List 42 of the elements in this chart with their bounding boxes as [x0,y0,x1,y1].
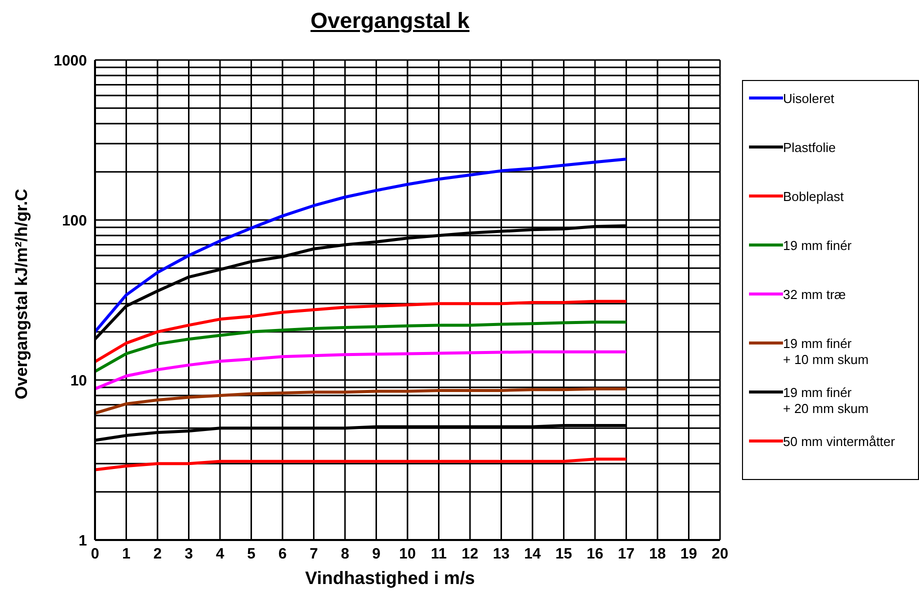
line-series [95,387,628,415]
x-tick-label: 7 [310,546,318,563]
legend-label: 19 mm finér [783,238,852,254]
x-tick-label: 3 [184,546,193,563]
x-tick-label: 1 [122,546,130,563]
y-axis-title: Overgangstal kJ/m²/h/gr.C [12,188,32,400]
line-series [95,350,628,390]
legend-label: 19 mm finér + 10 mm skum [783,336,869,368]
x-tick-label: 12 [462,546,478,563]
line-series [95,320,628,374]
y-tick-label: 10 [70,372,87,390]
legend-label: 32 mm træ [783,287,846,303]
x-tick-label: 19 [680,546,698,563]
y-tick-label: 100 [62,212,87,230]
legend-label: 50 mm vintermåtter [783,434,895,450]
x-tick-label: 5 [247,546,256,563]
x-tick-label: 10 [399,546,416,563]
x-tick-label: 14 [524,546,542,563]
line-series [95,300,628,364]
line-series [95,158,628,334]
x-axis-title: Vindhastighed i m/s [304,568,476,589]
x-tick-label: 16 [586,546,604,563]
y-tick-label: 1 [78,532,87,550]
x-tick-label: 6 [278,546,287,563]
x-tick-label: 0 [90,546,100,563]
y-tick-label: 1000 [54,52,87,70]
legend-label: Plastfolie [783,140,836,156]
x-tick-label: 17 [618,546,635,563]
x-tick-label: 11 [430,546,447,563]
legend-label: Bobleplast [783,189,844,205]
chart-title: Overgangstal k [310,8,470,34]
x-tick-label: 15 [555,546,572,563]
x-tick-label: 2 [153,546,162,563]
x-tick-label: 8 [340,546,350,563]
legend-label: 19 mm finér + 20 mm skum [783,385,869,417]
line-series [95,458,628,472]
x-tick-label: 13 [492,546,510,563]
x-tick-label: 4 [216,546,225,563]
x-tick-label: 20 [712,546,728,563]
legend-label: Uisoleret [783,91,834,107]
x-tick-label: 18 [649,546,666,563]
x-tick-label: 9 [372,546,380,563]
